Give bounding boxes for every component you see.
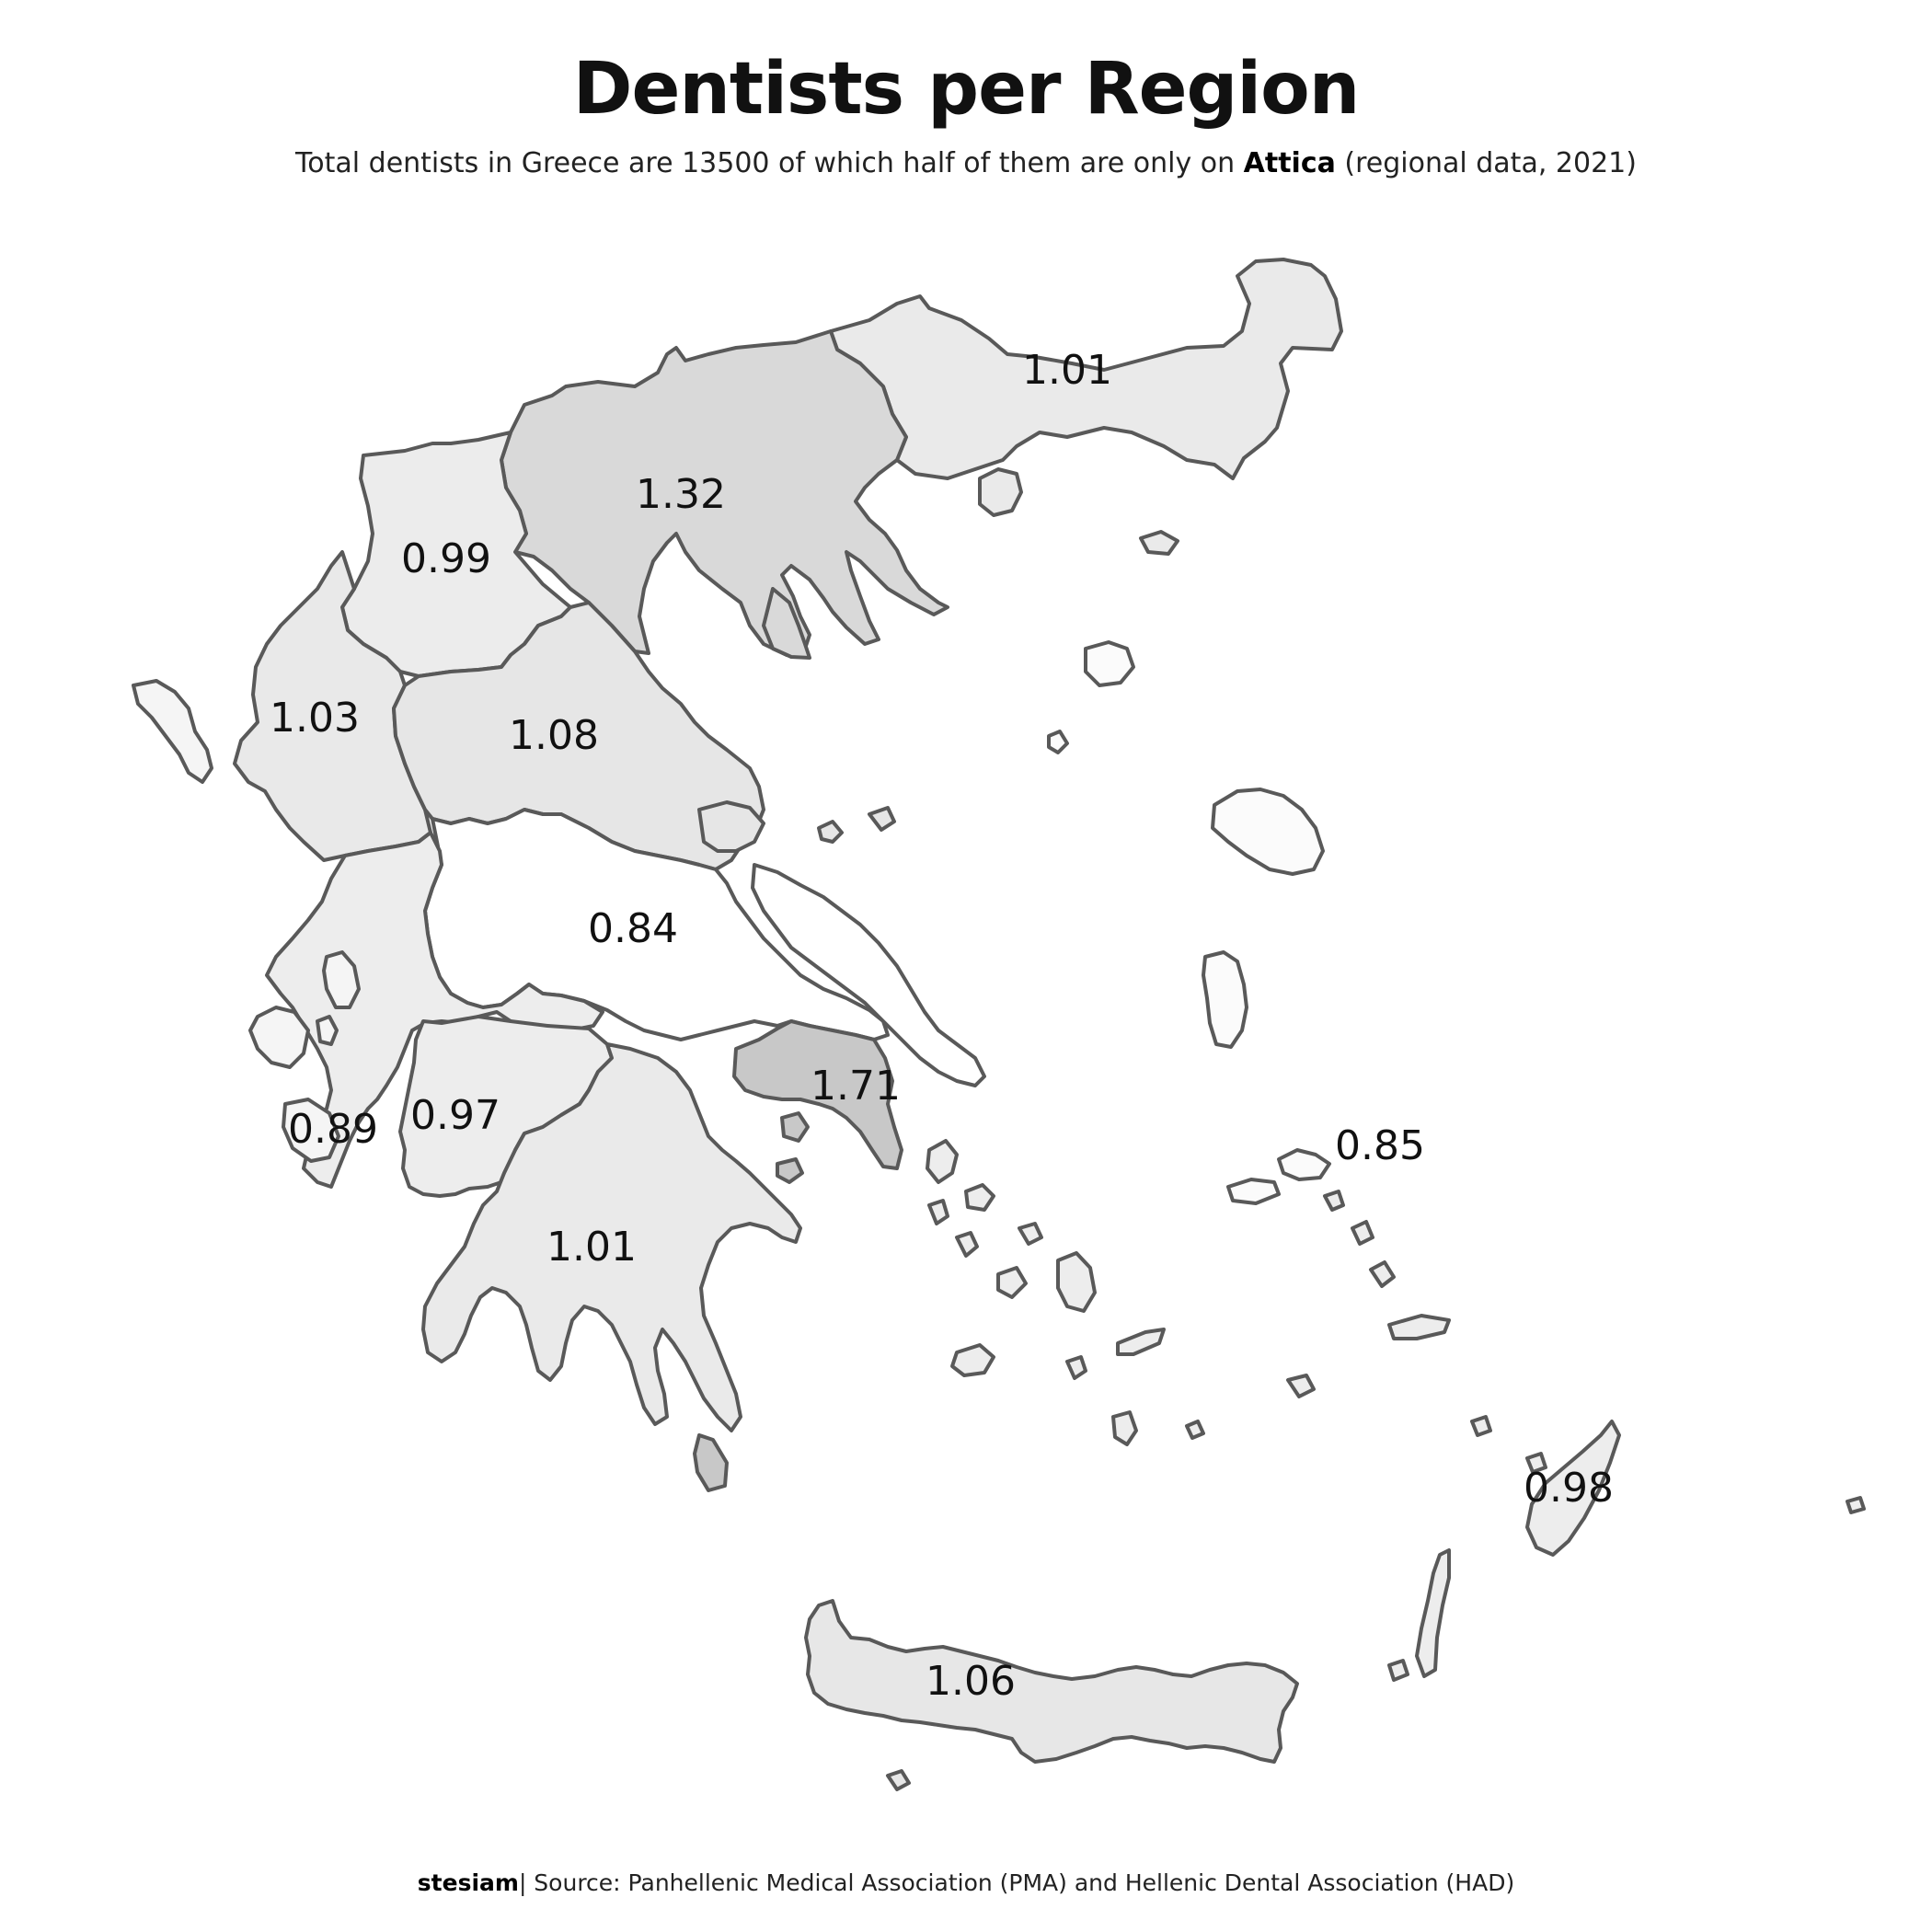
island-milos[interactable] [950,1343,995,1377]
island-agios-efstratios[interactable] [1047,730,1069,754]
label-ionian-islands: 0.89 [288,1106,378,1153]
island-samothraki[interactable] [1139,530,1179,556]
island-kea[interactable] [927,1199,949,1225]
island-anafi[interactable] [1185,1420,1205,1440]
caption-author: stesiam [417,1869,519,1896]
island-zakynthos[interactable] [282,1098,340,1163]
region-peloponnese[interactable] [421,1042,802,1432]
region-crete[interactable] [804,1599,1299,1764]
label-attica: 1.71 [811,1063,901,1110]
island-amorgos[interactable] [1116,1328,1166,1356]
label-peloponnese: 1.01 [546,1224,637,1271]
magnesia-peninsula[interactable] [697,800,765,853]
island-aegina[interactable] [776,1157,804,1184]
subtitle-text-end: (regional data, 2021) [1335,147,1637,179]
island-kastellorizo[interactable] [1846,1496,1866,1514]
island-skopelos[interactable] [868,806,896,832]
label-epirus: 1.03 [270,695,360,742]
island-kalymnos[interactable] [1369,1260,1396,1288]
map-caption: stesiam| Source: Panhellenic Medical Ass… [0,1869,1932,1896]
map-title: Dentists per Region [572,48,1361,131]
island-kythira[interactable] [693,1433,729,1492]
island-symi[interactable] [1525,1452,1547,1474]
island-andros[interactable] [926,1139,959,1184]
island-naxos[interactable] [1056,1251,1097,1313]
island-chios[interactable] [1202,950,1248,1049]
island-lemnos[interactable] [1084,640,1135,687]
region-eastern-macedonia-thrace[interactable] [829,258,1343,480]
island-ithaca[interactable] [316,1015,339,1046]
label-western-macedonia: 0.99 [401,535,491,582]
island-samos[interactable] [1277,1148,1331,1181]
region-central-macedonia[interactable] [500,329,949,657]
island-gavdos[interactable] [886,1769,911,1791]
island-lefkada[interactable] [322,950,361,1009]
island-lesvos[interactable] [1211,788,1325,876]
island-thasos[interactable] [978,467,1023,517]
island-ios[interactable] [1065,1355,1087,1380]
island-astypalaia[interactable] [1286,1374,1316,1398]
island-ikaria[interactable] [1226,1178,1281,1205]
island-patmos[interactable] [1323,1190,1345,1212]
island-syros[interactable] [955,1231,979,1258]
island-paros[interactable] [996,1266,1028,1299]
island-tinos[interactable] [964,1183,995,1212]
label-central-macedonia: 1.32 [636,471,726,518]
label-central-greece: 0.84 [588,905,678,952]
subtitle-highlight: Attica [1243,147,1336,179]
island-skiathos[interactable] [817,820,844,844]
island-corfu[interactable] [132,679,213,784]
island-leros[interactable] [1351,1220,1374,1246]
chalkidiki-kassandra[interactable] [762,587,811,660]
island-evia[interactable] [751,863,986,1087]
subtitle-text: Total dentists in Greece are 13500 of wh… [295,147,1244,179]
map-subtitle: Total dentists in Greece are 13500 of wh… [0,147,1932,179]
island-rhodes[interactable] [1525,1420,1621,1557]
label-crete: 1.06 [926,1658,1016,1705]
island-salamina[interactable] [780,1111,810,1143]
label-north-aegean: 0.85 [1335,1122,1425,1169]
label-south-aegean: 0.98 [1524,1465,1614,1512]
island-kefalonia[interactable] [248,1006,310,1069]
island-mykonos[interactable] [1018,1222,1043,1246]
label-thessaly: 1.08 [509,712,599,759]
region-attica[interactable] [732,1019,903,1170]
island-kasos[interactable] [1387,1659,1409,1682]
label-western-greece: 0.97 [410,1092,500,1139]
label-eastern-macedonia-thrace: 1.01 [1022,347,1112,394]
island-karpathos[interactable] [1415,1548,1451,1678]
island-santorini[interactable] [1111,1410,1138,1446]
caption-source: | Source: Panhellenic Medical Associatio… [518,1869,1515,1896]
island-kos[interactable] [1387,1314,1451,1340]
island-tilos[interactable] [1470,1415,1492,1437]
